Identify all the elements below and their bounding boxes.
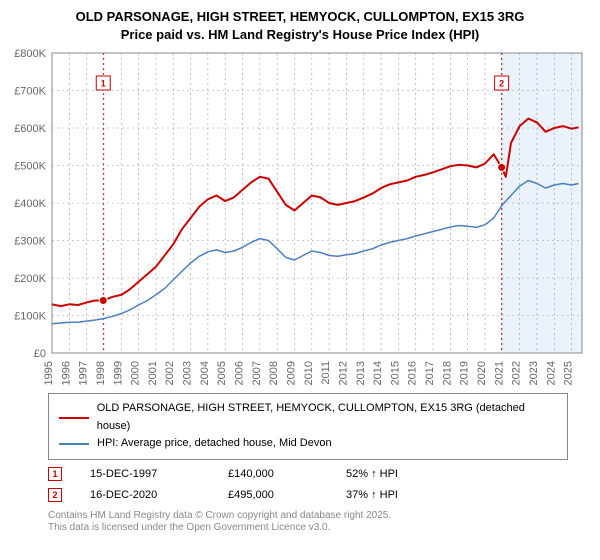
svg-text:2012: 2012 xyxy=(337,361,349,385)
svg-text:2004: 2004 xyxy=(199,361,211,385)
legend-swatch xyxy=(59,443,89,445)
svg-text:£0: £0 xyxy=(34,348,46,360)
event-date: 16-DEC-2020 xyxy=(90,485,200,506)
legend-item: OLD PARSONAGE, HIGH STREET, HEMYOCK, CUL… xyxy=(59,400,557,435)
svg-text:1997: 1997 xyxy=(78,361,90,385)
event-row: 2 16-DEC-2020 £495,000 37% ↑ HPI xyxy=(48,485,592,506)
legend-swatch xyxy=(59,417,89,419)
svg-text:2002: 2002 xyxy=(164,361,176,385)
svg-text:2017: 2017 xyxy=(424,361,436,385)
svg-text:1998: 1998 xyxy=(95,361,107,385)
legend-item: HPI: Average price, detached house, Mid … xyxy=(59,435,557,453)
svg-text:2018: 2018 xyxy=(441,361,453,385)
svg-text:2005: 2005 xyxy=(216,361,228,385)
svg-text:2014: 2014 xyxy=(372,361,384,385)
event-table: 1 15-DEC-1997 £140,000 52% ↑ HPI 2 16-DEC-202… xyxy=(48,464,592,506)
svg-text:1: 1 xyxy=(101,79,106,89)
svg-text:2001: 2001 xyxy=(147,361,159,385)
svg-text:£400K: £400K xyxy=(14,198,46,210)
svg-text:2009: 2009 xyxy=(285,361,297,385)
svg-text:£300K: £300K xyxy=(14,236,46,248)
chart-area: £0 £100K £200K £300K £400K £500K £600K £700K £80… xyxy=(8,47,592,387)
svg-text:2024: 2024 xyxy=(545,361,557,385)
event-date: 15-DEC-1997 xyxy=(90,464,200,485)
footer-line-2: This data is licensed under the Open Gov… xyxy=(48,522,592,535)
legend-label: OLD PARSONAGE, HIGH STREET, HEMYOCK, CUL… xyxy=(97,400,557,435)
svg-text:1999: 1999 xyxy=(112,361,124,385)
svg-text:£100K: £100K xyxy=(14,311,46,323)
legend-label: HPI: Average price, detached house, Mid … xyxy=(97,435,332,453)
svg-text:2025: 2025 xyxy=(563,361,575,385)
svg-text:2008: 2008 xyxy=(268,361,280,385)
title-line-2: Price paid vs. HM Land Registry's House … xyxy=(8,26,592,44)
svg-text:£600K: £600K xyxy=(14,123,46,135)
event-marker: 1 xyxy=(48,467,62,481)
event-delta: 52% ↑ HPI xyxy=(346,464,398,485)
footer-line-1: Contains HM Land Registry data © Crown c… xyxy=(48,510,592,523)
svg-text:2000: 2000 xyxy=(130,361,142,385)
chart-title: OLD PARSONAGE, HIGH STREET, HEMYOCK, CUL… xyxy=(8,8,592,43)
svg-text:2010: 2010 xyxy=(303,361,315,385)
event-row: 1 15-DEC-1997 £140,000 52% ↑ HPI xyxy=(48,464,592,485)
svg-text:2007: 2007 xyxy=(251,361,263,385)
svg-text:2015: 2015 xyxy=(389,361,401,385)
svg-text:2013: 2013 xyxy=(355,361,367,385)
svg-text:£700K: £700K xyxy=(14,86,46,98)
svg-text:2022: 2022 xyxy=(511,361,523,385)
svg-text:2: 2 xyxy=(499,79,504,89)
svg-text:£200K: £200K xyxy=(14,273,46,285)
attribution: Contains HM Land Registry data © Crown c… xyxy=(48,510,592,535)
svg-text:2019: 2019 xyxy=(459,361,471,385)
event-delta: 37% ↑ HPI xyxy=(346,485,398,506)
event-price: £495,000 xyxy=(228,485,318,506)
svg-text:£800K: £800K xyxy=(14,48,46,60)
svg-text:2006: 2006 xyxy=(234,361,246,385)
svg-text:2023: 2023 xyxy=(528,361,540,385)
svg-text:1996: 1996 xyxy=(60,361,72,385)
svg-text:2021: 2021 xyxy=(493,361,505,385)
title-line-1: OLD PARSONAGE, HIGH STREET, HEMYOCK, CUL… xyxy=(8,8,592,26)
event-price: £140,000 xyxy=(228,464,318,485)
svg-text:2003: 2003 xyxy=(182,361,194,385)
svg-text:2016: 2016 xyxy=(407,361,419,385)
svg-text:£500K: £500K xyxy=(14,161,46,173)
svg-text:2011: 2011 xyxy=(320,361,332,385)
svg-text:1995: 1995 xyxy=(43,361,55,385)
line-chart: £0 £100K £200K £300K £400K £500K £600K £700K £80… xyxy=(8,47,592,387)
legend: OLD PARSONAGE, HIGH STREET, HEMYOCK, CUL… xyxy=(48,393,568,460)
svg-text:2020: 2020 xyxy=(476,361,488,385)
event-marker: 2 xyxy=(48,488,62,502)
